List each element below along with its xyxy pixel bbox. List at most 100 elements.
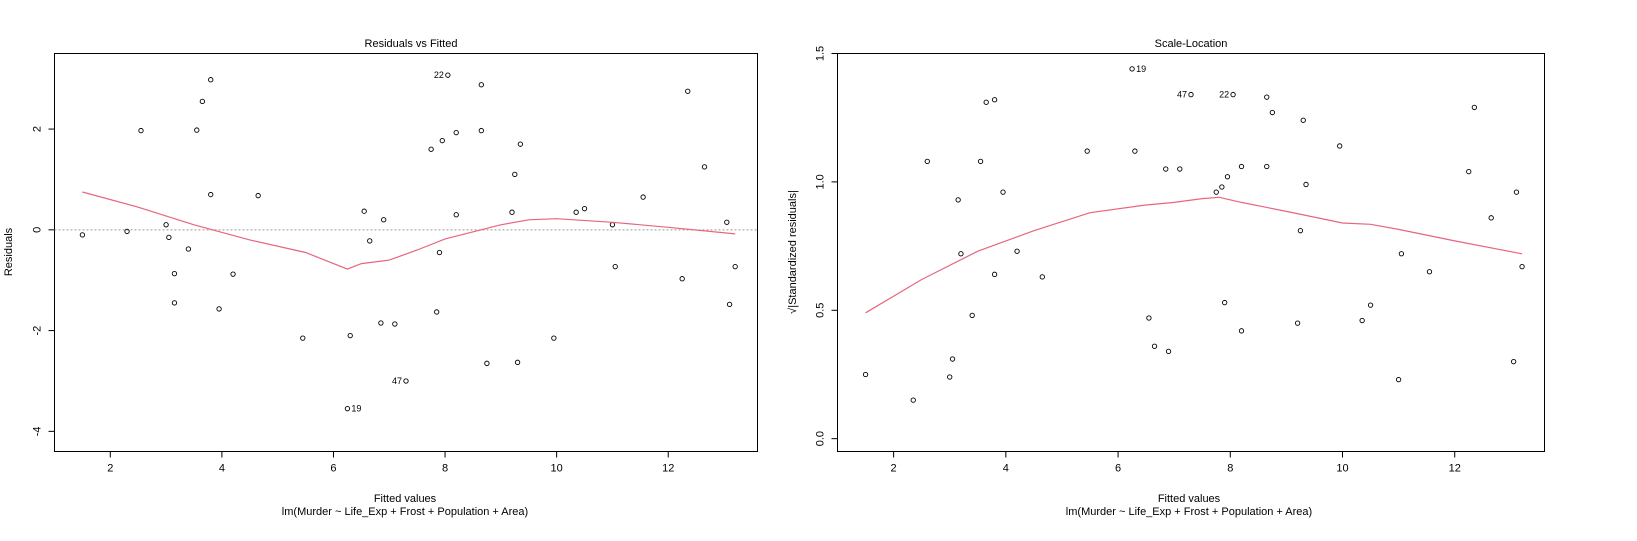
smoother-line bbox=[865, 196, 1523, 314]
chart-title: Scale-Location bbox=[1155, 38, 1228, 50]
data-point bbox=[403, 378, 409, 384]
data-point bbox=[862, 371, 869, 378]
data-point bbox=[726, 301, 733, 308]
axes: 2 4 6 8 10 12 -4 -2 0 2 bbox=[32, 126, 675, 474]
data-point bbox=[1337, 143, 1343, 149]
data-point bbox=[1219, 184, 1225, 190]
data-point bbox=[79, 232, 86, 238]
y-axis-label: √|Standardized residuals| bbox=[787, 190, 799, 314]
data-point bbox=[1398, 251, 1405, 257]
data-point bbox=[163, 222, 169, 228]
data-point bbox=[1039, 274, 1045, 280]
data-point bbox=[910, 397, 916, 403]
data-point bbox=[1165, 348, 1172, 355]
x-tick-label: 4 bbox=[219, 463, 225, 475]
data-point bbox=[581, 206, 588, 212]
data-point bbox=[517, 141, 524, 147]
y-tick-label: 0 bbox=[32, 227, 44, 233]
data-point bbox=[1224, 174, 1231, 180]
data-marks: 19 47 22 bbox=[862, 64, 1525, 403]
data-point bbox=[1367, 302, 1374, 308]
data-point bbox=[1238, 163, 1245, 170]
data-point bbox=[1359, 317, 1365, 324]
y-tick-label: -4 bbox=[32, 426, 44, 436]
data-point bbox=[958, 251, 964, 257]
data-point bbox=[171, 271, 178, 277]
data-point bbox=[208, 77, 214, 83]
point-label: 19 bbox=[1136, 64, 1146, 74]
data-point bbox=[453, 212, 459, 218]
data-point bbox=[453, 129, 459, 136]
data-point bbox=[1146, 315, 1152, 321]
data-point bbox=[977, 158, 984, 164]
data-point bbox=[1519, 263, 1525, 270]
data-point bbox=[983, 99, 989, 105]
data-point bbox=[1269, 109, 1276, 116]
y-tick-label: 0.0 bbox=[815, 431, 827, 446]
y-tick-label: 1.0 bbox=[815, 174, 827, 189]
data-point bbox=[1230, 91, 1236, 98]
x-tick-label: 10 bbox=[1336, 463, 1348, 475]
data-point bbox=[138, 127, 144, 134]
data-point bbox=[609, 222, 616, 228]
data-point bbox=[1426, 269, 1433, 275]
data-point bbox=[166, 234, 172, 241]
point-label: 19 bbox=[351, 404, 361, 414]
point-label: 22 bbox=[1219, 90, 1229, 100]
y-tick-label: -2 bbox=[32, 326, 44, 336]
data-marks: 22 47 19 bbox=[54, 70, 758, 414]
x-tick-label: 6 bbox=[330, 463, 336, 475]
chart-subtitle: lm(Murder ~ Life_Exp + Frost + Populatio… bbox=[282, 506, 528, 518]
x-tick-label: 4 bbox=[1003, 463, 1009, 475]
axes: 2 4 6 8 10 12 0.0 0.5 1.0 1.5 bbox=[815, 46, 1461, 475]
data-point bbox=[1151, 343, 1158, 349]
data-point bbox=[1129, 66, 1135, 72]
data-point bbox=[1084, 148, 1090, 154]
data-point bbox=[679, 276, 685, 282]
data-point bbox=[439, 138, 445, 144]
data-point bbox=[1238, 328, 1245, 334]
x-tick-label: 2 bbox=[891, 463, 897, 475]
x-axis-label: Fitted values bbox=[374, 493, 437, 505]
data-point bbox=[514, 359, 521, 365]
residuals-vs-fitted-panel: Residuals vs Fitted Fitted values lm(Mur… bbox=[3, 38, 758, 518]
data-point bbox=[230, 271, 236, 277]
data-point bbox=[724, 219, 730, 225]
data-point bbox=[1297, 228, 1304, 234]
chart-subtitle: lm(Murder ~ Life_Exp + Frost + Populatio… bbox=[1066, 506, 1312, 518]
data-point bbox=[1294, 320, 1301, 326]
data-point bbox=[1466, 168, 1472, 175]
data-point bbox=[509, 209, 515, 215]
data-point bbox=[347, 332, 353, 339]
data-point bbox=[640, 194, 646, 200]
data-point bbox=[1000, 189, 1006, 195]
y-tick-label: 1.5 bbox=[815, 46, 827, 61]
y-tick-label: 2 bbox=[32, 126, 44, 132]
data-point bbox=[947, 374, 953, 380]
chart-title: Residuals vs Fitted bbox=[365, 38, 458, 50]
data-point bbox=[1395, 376, 1402, 383]
data-point bbox=[1014, 248, 1020, 254]
data-point bbox=[551, 335, 557, 341]
data-point bbox=[378, 320, 384, 326]
data-point bbox=[1177, 166, 1183, 172]
data-point bbox=[991, 97, 998, 103]
data-point bbox=[367, 238, 373, 244]
data-point bbox=[428, 146, 434, 152]
y-tick-label: 0.5 bbox=[815, 303, 827, 318]
data-point bbox=[1213, 189, 1219, 195]
point-label: 47 bbox=[1177, 90, 1187, 100]
x-tick-label: 2 bbox=[107, 463, 113, 475]
data-point bbox=[1188, 91, 1194, 98]
x-tick-label: 8 bbox=[1227, 463, 1233, 475]
data-point bbox=[924, 158, 930, 164]
data-point bbox=[199, 98, 206, 105]
x-axis-label: Fitted values bbox=[1158, 493, 1221, 505]
data-point bbox=[991, 271, 998, 277]
data-point bbox=[392, 321, 398, 327]
data-point bbox=[255, 192, 261, 199]
x-tick-label: 8 bbox=[442, 463, 448, 475]
data-point bbox=[478, 127, 484, 134]
data-point bbox=[445, 72, 451, 78]
